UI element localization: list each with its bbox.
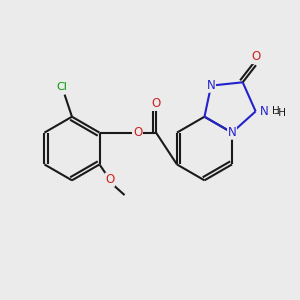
Text: O: O — [251, 50, 261, 64]
Text: N: N — [228, 126, 236, 139]
Text: O: O — [133, 126, 142, 139]
Text: O: O — [152, 97, 161, 110]
Text: O: O — [105, 173, 114, 186]
Text: Cl: Cl — [56, 82, 67, 92]
Text: N: N — [207, 79, 215, 92]
Text: N: N — [260, 105, 268, 118]
Text: H: H — [272, 106, 280, 116]
Text: N: N — [260, 105, 268, 118]
Text: –H: –H — [274, 108, 287, 118]
